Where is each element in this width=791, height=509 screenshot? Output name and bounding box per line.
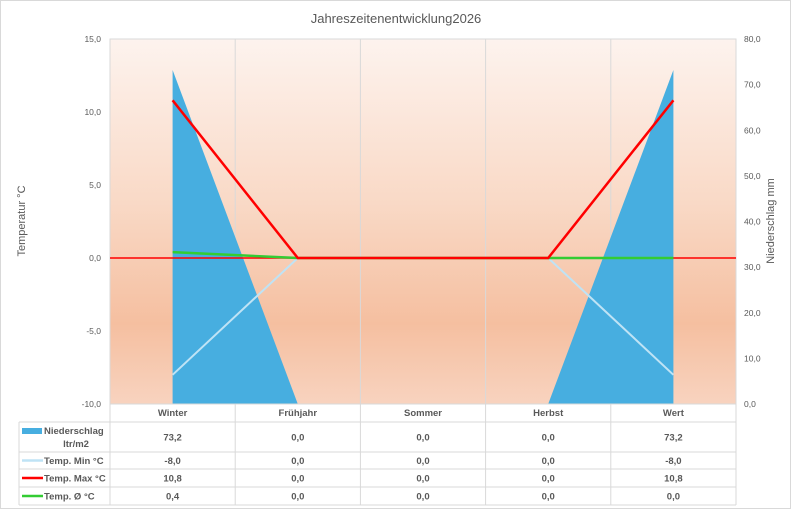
category-label: Winter: [158, 408, 188, 419]
data-label: 0,0: [291, 492, 304, 503]
category-label: Sommer: [404, 408, 442, 419]
y2-tick-label: 40,0: [744, 217, 761, 227]
data-label: 0,0: [542, 492, 555, 503]
data-label: 0,0: [542, 433, 555, 444]
y2-tick-label: 80,0: [744, 34, 761, 44]
y-tick-label: 15,0: [84, 34, 101, 44]
data-label: -8,0: [164, 456, 180, 467]
category-label: Frühjahr: [279, 408, 318, 419]
data-label: 10,8: [163, 474, 182, 485]
data-label: 73,2: [664, 433, 683, 444]
data-label: 0,0: [416, 433, 429, 444]
chart-title: Jahreszeitenentwicklung2026: [311, 11, 482, 26]
legend-label: ltr/m2: [63, 439, 89, 450]
legend-key-area: [22, 428, 42, 434]
niederschlag-area: [172, 70, 674, 405]
data-label: -8,0: [665, 456, 681, 467]
y-tick-label: 5,0: [89, 180, 101, 190]
y-tick-label: 10,0: [84, 107, 101, 117]
data-label: 0,0: [416, 456, 429, 467]
data-label: 0,0: [291, 456, 304, 467]
data-label: 0,0: [416, 474, 429, 485]
data-label: 0,0: [416, 492, 429, 503]
y2-tick-label: 60,0: [744, 125, 761, 135]
data-label: 10,8: [664, 474, 683, 485]
legend-label: Temp. Min °C: [44, 456, 104, 467]
data-label: 0,0: [291, 474, 304, 485]
y2-tick-label: 20,0: [744, 308, 761, 318]
y2-tick-label: 50,0: [744, 171, 761, 181]
y-tick-label: 0,0: [89, 253, 101, 263]
y-tick-label: -10,0: [82, 399, 102, 409]
data-label: 0,0: [667, 492, 680, 503]
y-axis-label: Temperatur °C: [16, 185, 28, 256]
data-label: 0,0: [542, 456, 555, 467]
y2-tick-label: 70,0: [744, 80, 761, 90]
data-label: 0,0: [291, 433, 304, 444]
data-label: 0,4: [166, 492, 180, 503]
legend-label: Temp. Ø °C: [44, 492, 95, 503]
data-label: 0,0: [542, 474, 555, 485]
y2-tick-label: 10,0: [744, 353, 761, 363]
y-tick-label: -5,0: [86, 326, 101, 336]
y2-axis-label: Niederschlag mm: [765, 178, 777, 264]
data-label: 73,2: [163, 433, 182, 444]
category-label: Wert: [663, 408, 685, 419]
legend-label: Niederschlag: [44, 426, 104, 437]
series-line-2: [171, 99, 675, 260]
y2-tick-label: 30,0: [744, 262, 761, 272]
category-label: Herbst: [533, 408, 564, 419]
y2-tick-label: 0,0: [744, 399, 756, 409]
legend-label: Temp. Max °C: [44, 474, 106, 485]
